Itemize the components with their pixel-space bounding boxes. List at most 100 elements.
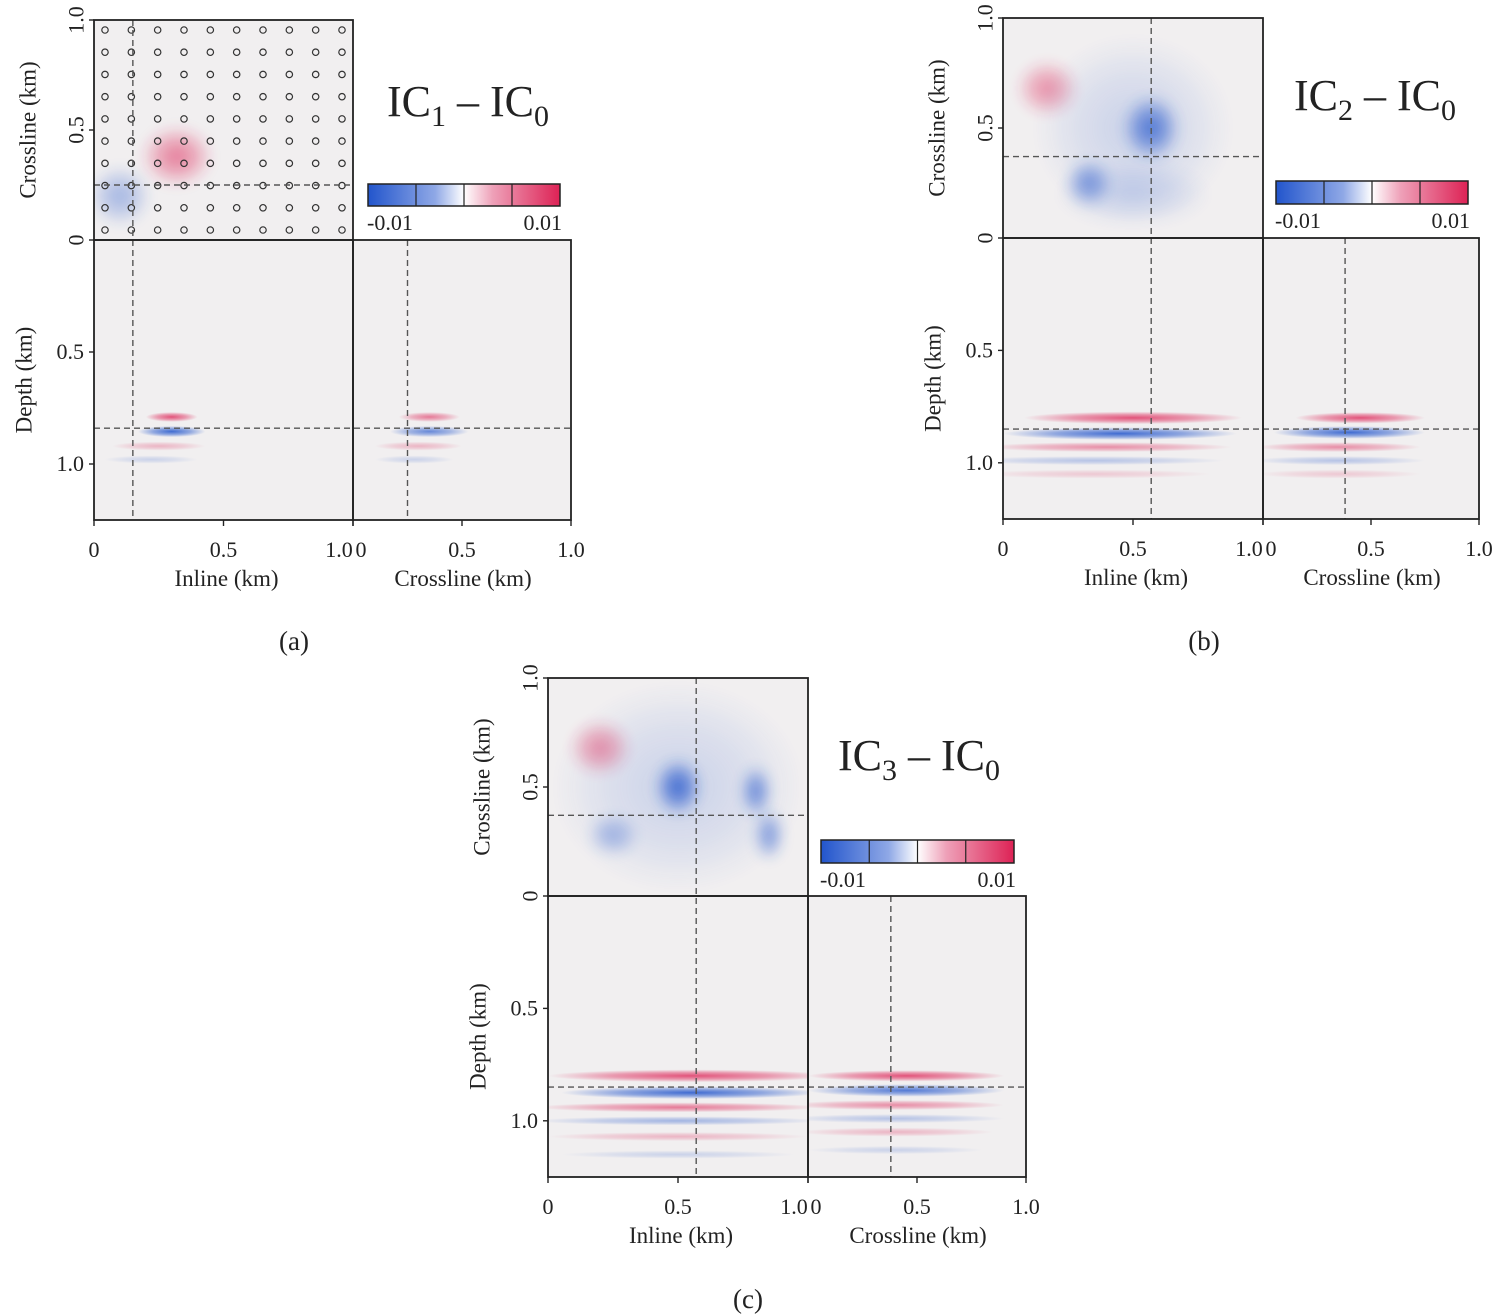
inline-xtick-label: 0.5: [1119, 536, 1147, 561]
inline-reflector-5: [561, 1150, 795, 1159]
top-anomaly-1: [94, 165, 151, 227]
inline-xtick-label: 0.5: [210, 537, 238, 562]
depth-ytick-label: 0.5: [57, 339, 85, 364]
receiver-marker: [153, 26, 162, 34]
receiver-marker: [311, 70, 320, 79]
receiver-marker: [101, 226, 109, 234]
inline-reflector-3: [548, 1116, 808, 1126]
receiver-marker: [232, 159, 241, 168]
inline-xlabel: Inline (km): [629, 1223, 733, 1248]
receiver-marker: [180, 70, 188, 79]
crossline-xtick-label: 0: [356, 537, 367, 562]
crossline-xtick-label: 0.5: [448, 537, 476, 562]
receiver-marker: [311, 48, 320, 57]
receiver-marker: [259, 70, 267, 79]
depth-ytick-label: 0.5: [511, 995, 539, 1020]
receiver-marker: [127, 48, 136, 57]
crossline-reflector-2: [1263, 442, 1421, 453]
colorbar-max-label: 0.01: [524, 210, 563, 235]
receiver-marker: [101, 203, 109, 212]
receiver-marker: [311, 115, 320, 123]
title-main: IC: [387, 77, 431, 126]
crossline-reflector-0: [1295, 412, 1425, 424]
top-ytick-label: 1.0: [973, 4, 998, 32]
depth-ylabel: Depth (km): [921, 325, 946, 432]
inline-anomalies: [1003, 411, 1243, 479]
inline-anomalies: [104, 412, 206, 464]
receiver-marker: [338, 92, 346, 101]
crossline-xtick-label: 0: [811, 1194, 822, 1219]
crossline-anomalies: [808, 1070, 1005, 1155]
depth-ylabel: Depth (km): [12, 327, 37, 434]
receiver-marker: [153, 92, 162, 101]
depth-ytick-label: 1.0: [966, 450, 994, 475]
title-subscript: 1: [431, 100, 446, 133]
receiver-marker: [206, 115, 215, 123]
receiver-marker: [232, 48, 241, 57]
receiver-marker: [338, 137, 346, 145]
receiver-marker: [127, 226, 136, 234]
title-subscript: 0: [985, 754, 1000, 787]
top-ytick-label: 0: [64, 235, 89, 246]
title-main: IC: [1294, 71, 1338, 120]
receiver-marker: [180, 159, 188, 168]
inline-reflector-4: [1003, 469, 1211, 479]
top-view-ylabel: Crossline (km): [470, 718, 495, 855]
receiver-marker: [259, 137, 267, 145]
panel-title: IC3 – IC0: [838, 731, 1000, 787]
crossline-xtick-label: 1.0: [1465, 536, 1493, 561]
receiver-marker: [285, 159, 294, 168]
crossline-reflector-1: [808, 1084, 1005, 1097]
colorbar-min-label: -0.01: [820, 867, 866, 892]
depth-ytick-label: 1.0: [57, 451, 85, 476]
inline-anomalies: [548, 1069, 808, 1159]
crossline-reflector-4: [808, 1127, 994, 1137]
receiver-marker: [180, 26, 188, 34]
figure-panel-b: 0 0.5 1.0 Crossline (km) 0.5 1.0 Depth (km) 0 0.…: [921, 4, 1493, 656]
receiver-marker: [101, 26, 109, 34]
top-anomaly-5: [587, 813, 639, 857]
top-ytick-label: 0: [518, 891, 543, 902]
inline-reflector-2: [1003, 442, 1232, 453]
receiver-marker: [285, 226, 294, 234]
crossline-reflector-1: [1273, 426, 1425, 439]
inline-section-background: [94, 240, 353, 520]
receiver-marker: [259, 92, 267, 101]
receiver-marker: [180, 203, 188, 212]
crossline-reflector-0: [808, 1070, 1005, 1082]
receiver-marker: [285, 26, 294, 34]
receiver-marker: [206, 226, 215, 234]
inline-xtick-label: 1.0: [780, 1194, 808, 1219]
receiver-marker: [101, 159, 109, 168]
top-anomaly-4: [753, 808, 785, 862]
top-view-anomalies: [553, 682, 803, 892]
top-view-ylabel: Crossline (km): [925, 59, 950, 196]
receiver-marker: [180, 48, 188, 57]
crossline-xlabel: Crossline (km): [1303, 565, 1440, 590]
colorbar-max-label: 0.01: [978, 867, 1017, 892]
receiver-marker: [206, 159, 215, 168]
figure-panel-a: 0 0.5 1.0 Crossline (km) 0.5 1.0 Depth (km) 0 0.…: [12, 6, 585, 656]
crossline-reflector-3: [1263, 456, 1425, 466]
receiver-marker: [127, 203, 136, 212]
title-subscript: 0: [534, 100, 549, 133]
receiver-marker: [206, 137, 215, 145]
crossline-reflector-2: [374, 441, 462, 451]
inline-reflector-1: [1003, 427, 1237, 440]
receiver-marker: [285, 48, 294, 57]
crossline-xtick-label: 0.5: [903, 1194, 931, 1219]
depth-ylabel: Depth (km): [466, 983, 491, 1090]
crossline-reflector-2: [808, 1100, 1005, 1111]
crossline-xtick-label: 0.5: [1357, 536, 1385, 561]
top-anomaly-3: [740, 765, 772, 818]
receiver-marker: [338, 48, 346, 57]
receiver-marker: [259, 203, 267, 212]
panel-label: (a): [279, 626, 309, 656]
top-ytick-label: 0.5: [973, 114, 998, 142]
receiver-marker: [153, 48, 162, 57]
inline-reflector-0: [1023, 411, 1243, 425]
receiver-marker: [285, 70, 294, 79]
inline-xtick-label: 0: [89, 537, 100, 562]
receiver-marker: [101, 137, 109, 145]
receiver-marker: [285, 137, 294, 145]
